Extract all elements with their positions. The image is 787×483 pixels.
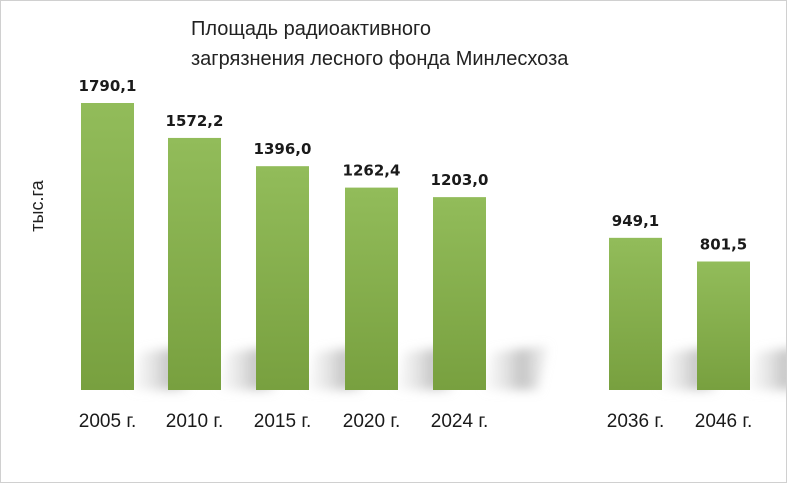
chart-title-line-1: Площадь радиоактивного <box>191 18 431 40</box>
y-axis-label: тыс.га <box>27 179 47 231</box>
bars <box>81 103 750 390</box>
value-label-4: 1262,4 <box>343 162 401 180</box>
bar-shadow <box>748 348 786 390</box>
value-label-1: 1790,1 <box>79 77 137 95</box>
chart-title-line-2: загрязнения лесного фонда Минлесхоза <box>191 48 569 70</box>
category-label-2: 2010 г. <box>166 411 223 432</box>
category-label-7: 2046 г. <box>695 411 752 432</box>
category-label-4: 2020 г. <box>343 411 400 432</box>
category-label-5: 2024 г. <box>431 411 488 432</box>
bar-5 <box>433 197 486 390</box>
category-label-3: 2015 г. <box>254 411 311 432</box>
category-label-6: 2036 г. <box>607 411 664 432</box>
category-label-1: 2005 г. <box>79 411 136 432</box>
bar-2 <box>168 137 221 390</box>
bar-7 <box>697 261 750 390</box>
value-label-3: 1396,0 <box>254 140 312 158</box>
bar-shadow <box>484 346 548 390</box>
value-label-7: 801,5 <box>700 235 747 253</box>
bar-6 <box>609 237 662 390</box>
value-label-5: 1203,0 <box>431 171 489 189</box>
category-labels: 2005 г. 2010 г. 2015 г. 2020 г. 2024 г. 2036 … <box>79 411 752 432</box>
value-labels: 1790,1 1572,2 1396,0 1262,4 1203,0 949,1 801,5 <box>79 77 748 253</box>
value-label-6: 949,1 <box>612 212 659 230</box>
chart-title: Площадь радиоактивного загрязнения лесно… <box>191 18 569 70</box>
value-label-2: 1572,2 <box>166 112 224 130</box>
bar-1 <box>81 103 134 390</box>
bar-4 <box>345 187 398 390</box>
bar-3 <box>256 166 309 390</box>
